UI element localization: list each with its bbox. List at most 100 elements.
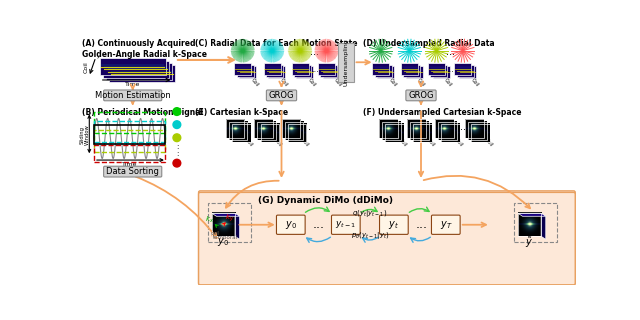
Bar bbox=[438, 122, 457, 140]
Circle shape bbox=[260, 39, 284, 62]
Bar bbox=[374, 65, 392, 77]
Text: Coil: Coil bbox=[417, 78, 426, 88]
Bar bbox=[226, 119, 244, 138]
Bar bbox=[406, 66, 422, 78]
Bar bbox=[441, 124, 460, 142]
Circle shape bbox=[231, 39, 254, 62]
FancyBboxPatch shape bbox=[380, 215, 408, 234]
Bar bbox=[288, 124, 307, 142]
Circle shape bbox=[315, 39, 338, 62]
Bar bbox=[410, 122, 429, 140]
FancyBboxPatch shape bbox=[276, 215, 305, 234]
Bar bbox=[318, 63, 335, 75]
Circle shape bbox=[451, 39, 474, 62]
Text: ...: ... bbox=[457, 122, 466, 132]
FancyBboxPatch shape bbox=[332, 215, 360, 234]
Bar bbox=[382, 122, 401, 140]
Bar bbox=[472, 124, 490, 142]
Bar bbox=[285, 122, 303, 140]
Text: Coil: Coil bbox=[397, 138, 408, 148]
Text: (G) Dynamic DiMo (dDiMo): (G) Dynamic DiMo (dDiMo) bbox=[259, 196, 393, 205]
Text: Sliding
Window: Sliding Window bbox=[79, 124, 90, 145]
Polygon shape bbox=[541, 213, 546, 239]
FancyBboxPatch shape bbox=[104, 90, 162, 101]
Text: $y_{t-1}$: $y_{t-1}$ bbox=[335, 219, 356, 230]
Text: ...: ... bbox=[93, 51, 103, 60]
Bar bbox=[292, 63, 308, 75]
Bar bbox=[234, 63, 252, 75]
Bar bbox=[385, 124, 404, 142]
Circle shape bbox=[425, 39, 448, 62]
Bar bbox=[428, 63, 445, 75]
Text: Motion Estimation: Motion Estimation bbox=[95, 91, 171, 100]
Bar bbox=[435, 119, 454, 138]
Bar bbox=[94, 121, 165, 142]
Text: Time: Time bbox=[125, 82, 140, 87]
FancyBboxPatch shape bbox=[406, 90, 436, 101]
Text: ...: ... bbox=[416, 218, 428, 231]
Bar bbox=[282, 119, 300, 138]
Bar bbox=[109, 65, 175, 82]
Circle shape bbox=[369, 39, 392, 62]
Polygon shape bbox=[212, 213, 239, 216]
Bar bbox=[103, 61, 169, 78]
Circle shape bbox=[173, 121, 180, 129]
Bar bbox=[229, 122, 248, 140]
Text: $q(y_t|y_{t-1})$: $q(y_t|y_{t-1})$ bbox=[352, 208, 388, 220]
Text: Coil: Coil bbox=[83, 61, 88, 73]
Text: Coil: Coil bbox=[454, 138, 463, 148]
Text: (B) Periodical Motion Signal: (B) Periodical Motion Signal bbox=[83, 108, 204, 117]
Bar bbox=[379, 119, 397, 138]
Bar bbox=[401, 63, 418, 75]
Bar bbox=[323, 66, 340, 78]
Bar bbox=[94, 125, 165, 144]
Bar bbox=[239, 66, 256, 78]
Text: $\tilde{y}$: $\tilde{y}$ bbox=[525, 235, 534, 250]
FancyBboxPatch shape bbox=[431, 215, 460, 234]
Bar bbox=[518, 213, 541, 236]
Bar bbox=[212, 213, 235, 236]
Text: Coil: Coil bbox=[279, 78, 289, 88]
Bar bbox=[94, 112, 165, 133]
Text: GROG: GROG bbox=[408, 91, 434, 100]
Bar bbox=[320, 65, 337, 77]
FancyBboxPatch shape bbox=[266, 90, 296, 101]
Text: $k_x$: $k_x$ bbox=[205, 215, 214, 225]
Bar bbox=[257, 122, 276, 140]
Text: (D) Undersampled Radial Data: (D) Undersampled Radial Data bbox=[363, 39, 495, 48]
Bar bbox=[294, 65, 311, 77]
Text: $k_y$: $k_y$ bbox=[225, 212, 234, 224]
Bar bbox=[459, 66, 476, 78]
Bar bbox=[268, 66, 285, 78]
Text: ...: ... bbox=[447, 65, 454, 74]
Bar bbox=[457, 65, 474, 77]
Circle shape bbox=[173, 134, 180, 141]
Bar bbox=[433, 66, 450, 78]
Bar bbox=[413, 124, 432, 142]
Text: Coil: Coil bbox=[426, 138, 435, 148]
Polygon shape bbox=[235, 213, 239, 239]
Text: temporal: temporal bbox=[212, 235, 237, 240]
Bar bbox=[465, 119, 484, 138]
Text: Coil: Coil bbox=[273, 138, 283, 148]
Bar bbox=[468, 122, 487, 140]
Text: Coil: Coil bbox=[333, 78, 343, 88]
Circle shape bbox=[289, 39, 312, 62]
Text: Time: Time bbox=[122, 162, 138, 167]
Text: Coil: Coil bbox=[307, 78, 317, 88]
Text: ...: ... bbox=[446, 47, 455, 57]
Bar bbox=[106, 63, 172, 80]
Bar bbox=[372, 63, 389, 75]
Bar bbox=[407, 119, 426, 138]
Text: $p_\theta(y_{t-1}|y_t)$: $p_\theta(y_{t-1}|y_t)$ bbox=[351, 230, 389, 241]
Bar bbox=[254, 119, 273, 138]
Text: ...: ... bbox=[302, 122, 311, 132]
Text: Coil: Coil bbox=[300, 138, 310, 148]
Text: $y_0$: $y_0$ bbox=[218, 236, 229, 248]
Polygon shape bbox=[518, 213, 546, 216]
Text: Coil: Coil bbox=[244, 138, 254, 148]
Bar bbox=[237, 65, 253, 77]
Text: ...: ... bbox=[310, 47, 319, 57]
Text: Data Sorting: Data Sorting bbox=[106, 167, 159, 176]
Text: (E) Cartesian k-Space: (E) Cartesian k-Space bbox=[195, 108, 288, 117]
